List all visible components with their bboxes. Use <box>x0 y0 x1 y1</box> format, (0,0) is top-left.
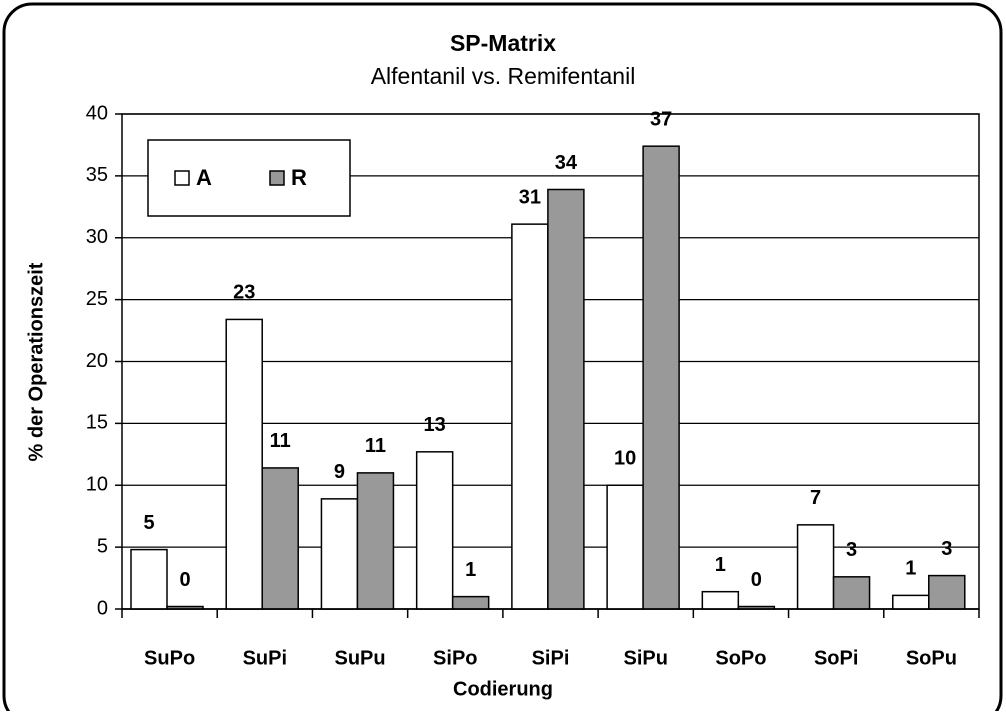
data-label: 3 <box>941 538 952 560</box>
legend-swatch <box>174 170 190 186</box>
bar <box>261 467 299 610</box>
y-tick-label: 35 <box>86 164 108 186</box>
data-label: 10 <box>614 448 636 470</box>
bar <box>547 188 585 610</box>
data-label: 3 <box>846 539 857 561</box>
x-tick-label: SoPi <box>814 647 858 669</box>
data-label: 0 <box>751 569 762 591</box>
bar <box>796 524 835 610</box>
bar <box>892 594 930 610</box>
x-tick-label: SuPi <box>243 647 287 669</box>
data-label: 23 <box>233 282 255 304</box>
data-label: 31 <box>519 186 541 208</box>
data-label: 11 <box>365 435 386 457</box>
data-label: 37 <box>650 108 672 130</box>
bar <box>356 472 395 610</box>
y-tick-label: 0 <box>97 597 108 619</box>
y-tick-label: 15 <box>86 412 108 434</box>
legend-label: R <box>291 165 307 190</box>
data-label: 0 <box>179 569 190 591</box>
bar <box>642 145 680 610</box>
data-label: 1 <box>905 558 916 580</box>
data-label: 11 <box>270 430 291 452</box>
data-label: 5 <box>143 512 154 534</box>
x-tick-label: SiPu <box>623 647 667 669</box>
data-label: 9 <box>334 461 345 483</box>
data-label: 1 <box>715 554 726 576</box>
data-label: 1 <box>465 559 476 581</box>
y-tick-label: 5 <box>97 535 108 557</box>
y-tick-label: 40 <box>86 102 108 124</box>
x-tick-label: SuPu <box>334 647 385 669</box>
x-tick-label: SoPu <box>906 647 957 669</box>
legend-swatch <box>269 170 285 186</box>
x-tick-label: SoPo <box>715 647 766 669</box>
chart-subtitle: Alfentanil vs. Remifentanil <box>371 63 636 89</box>
x-axis-label: Codierung <box>453 678 553 700</box>
bar <box>832 576 871 610</box>
y-tick-label: 10 <box>86 474 108 496</box>
bar <box>928 574 966 610</box>
bar <box>606 484 644 610</box>
bar <box>511 223 549 610</box>
x-tick-label: SiPo <box>433 647 477 669</box>
bar <box>451 595 490 610</box>
legend-label: A <box>196 165 212 190</box>
bar <box>130 548 168 610</box>
x-tick-label: SiPi <box>532 647 570 669</box>
bar <box>225 318 263 610</box>
y-tick-label: 30 <box>86 226 108 248</box>
y-axis-label: % der Operationszeit <box>25 262 47 461</box>
data-label: 34 <box>555 152 578 174</box>
y-tick-label: 20 <box>86 350 108 372</box>
y-tick-label: 25 <box>86 288 108 310</box>
data-label: 7 <box>810 487 821 509</box>
bar <box>701 590 740 610</box>
chart-title: SP-Matrix <box>450 30 556 56</box>
bar <box>415 451 454 610</box>
bar <box>320 498 359 610</box>
data-label: 13 <box>424 414 446 436</box>
x-tick-label: SuPo <box>144 647 195 669</box>
